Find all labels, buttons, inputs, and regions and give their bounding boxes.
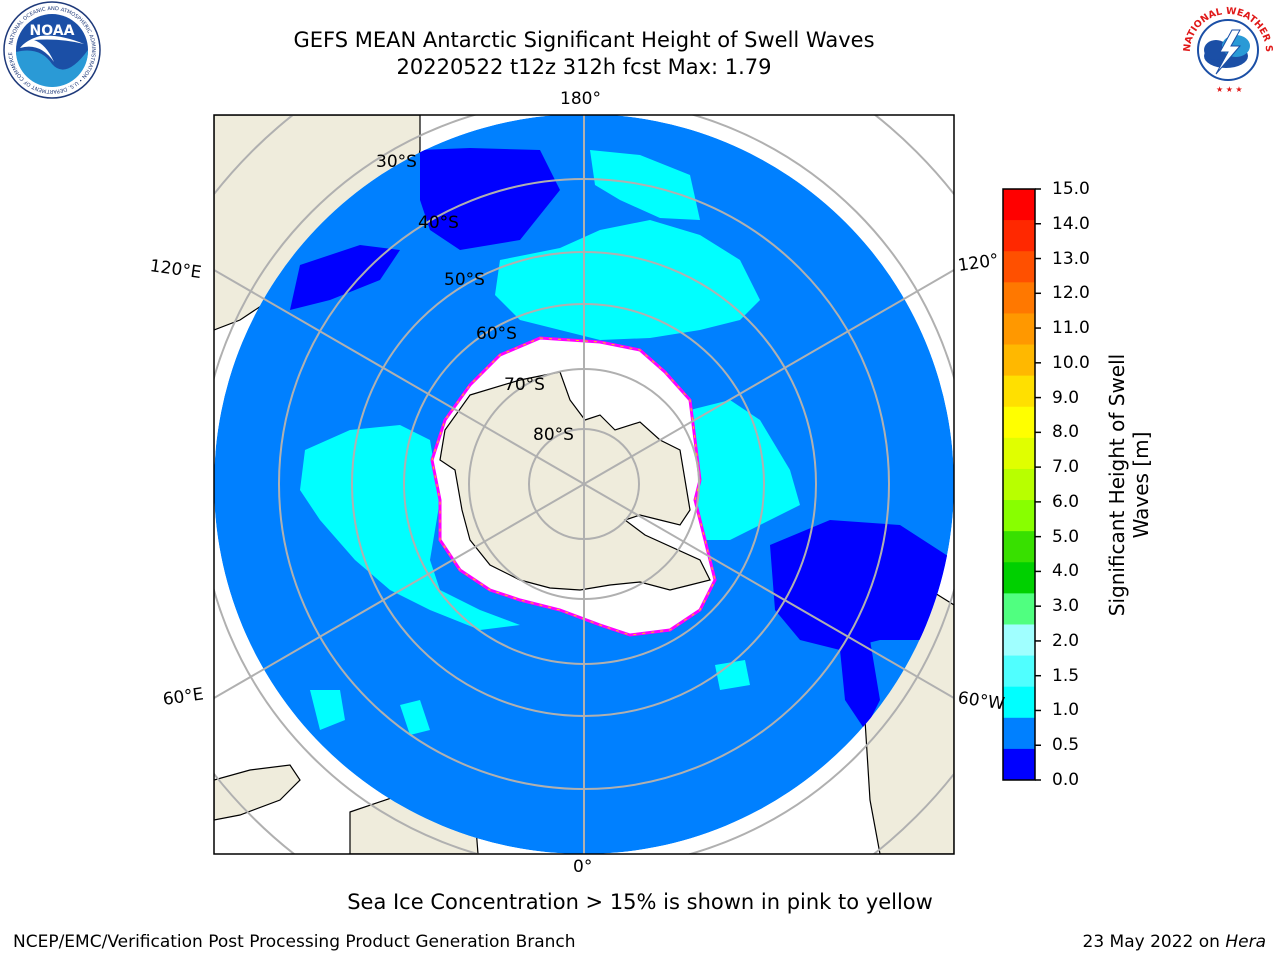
map-subtitle: 20220522 t12z 312h fcst Max: 1.79	[396, 55, 772, 79]
footer-date: 23 May 2022 on Hera	[1083, 932, 1267, 952]
sea-ice-note: Sea Ice Concentration > 15% is shown in …	[347, 890, 933, 914]
colorbar-tick-label: 1.5	[1052, 665, 1080, 686]
colorbar-tick-label: 4.0	[1052, 561, 1080, 582]
colorbar-segment	[1003, 251, 1035, 283]
colorbar-tick-label: 10.0	[1052, 352, 1090, 373]
colorbar-tick-label: 1.0	[1052, 700, 1080, 721]
lat-label-50s: 50°S	[444, 270, 485, 290]
colorbar-tick-label: 12.0	[1052, 283, 1090, 304]
colorbar-tick-label: 0.5	[1052, 735, 1080, 756]
colorbar-tick-label: 11.0	[1052, 318, 1090, 339]
graticule	[214, 115, 954, 854]
lat-label-30s: 30°S	[376, 152, 417, 172]
colorbar-tick-label: 6.0	[1052, 491, 1080, 512]
colorbar-tick-label: 2.0	[1052, 630, 1080, 651]
colorbar-segment	[1003, 531, 1035, 563]
colorbar-segment	[1003, 593, 1035, 625]
footer-date-text: 23 May 2022 on	[1082, 932, 1226, 952]
colorbar-segment	[1003, 344, 1035, 377]
map-title: GEFS MEAN Antarctic Significant Height o…	[293, 28, 875, 52]
colorbar-tick-label: 14.0	[1052, 213, 1090, 234]
swell-field	[214, 115, 954, 854]
colorbar-segment	[1003, 468, 1035, 501]
colorbar-segment	[1003, 282, 1035, 314]
colorbar-segment	[1003, 189, 1035, 221]
lat-label-70s: 70°S	[504, 375, 545, 395]
colorbar	[1003, 189, 1035, 781]
colorbar-segment	[1003, 655, 1035, 688]
colorbar-segment	[1003, 562, 1035, 594]
colorbar-label: Significant Height of Swell Waves [m]	[1105, 353, 1153, 617]
colorbar-tick-label: 8.0	[1052, 422, 1080, 443]
svg-text:★ ★ ★: ★ ★ ★	[1216, 85, 1243, 94]
colorbar-segment	[1003, 500, 1035, 532]
footer-credit: NCEP/EMC/Verification Post Processing Pr…	[13, 932, 576, 952]
noaa-logo-text: NOAA	[30, 23, 75, 39]
colorbar-tick-label: 9.0	[1052, 387, 1080, 408]
lat-label-60s: 60°S	[476, 324, 517, 344]
colorbar-tick-label: 15.0	[1052, 179, 1090, 199]
lon-label-180: 180°	[560, 89, 601, 109]
colorbar-segment	[1003, 624, 1035, 657]
colorbar-segment	[1003, 406, 1035, 439]
footer-host: Hera	[1225, 932, 1266, 952]
noaa-logo: NATIONAL OCEANIC AND ATMOSPHERIC ADMINIS…	[3, 1, 101, 99]
colorbar-tick-label: 0.0	[1052, 770, 1080, 790]
map-frame	[213, 114, 955, 855]
colorbar-segment	[1003, 375, 1035, 408]
colorbar-segment	[1003, 686, 1035, 719]
colorbar-tick-label: 5.0	[1052, 526, 1080, 547]
nws-logo: NATIONAL WEATHER SERVICE ★ ★ ★	[1176, 0, 1276, 98]
lat-label-80s: 80°S	[533, 425, 574, 445]
colorbar-tick-label: 7.0	[1052, 457, 1080, 478]
colorbar-segment	[1003, 717, 1035, 750]
lat-label-40s: 40°S	[418, 213, 459, 233]
lon-label-0: 0°	[573, 857, 593, 877]
colorbar-segment	[1003, 748, 1035, 781]
colorbar-tick-label: 13.0	[1052, 248, 1090, 269]
colorbar-segment	[1003, 437, 1035, 470]
colorbar-segment	[1003, 220, 1035, 252]
colorbar-segment	[1003, 313, 1035, 346]
colorbar-tick-label: 3.0	[1052, 596, 1080, 617]
